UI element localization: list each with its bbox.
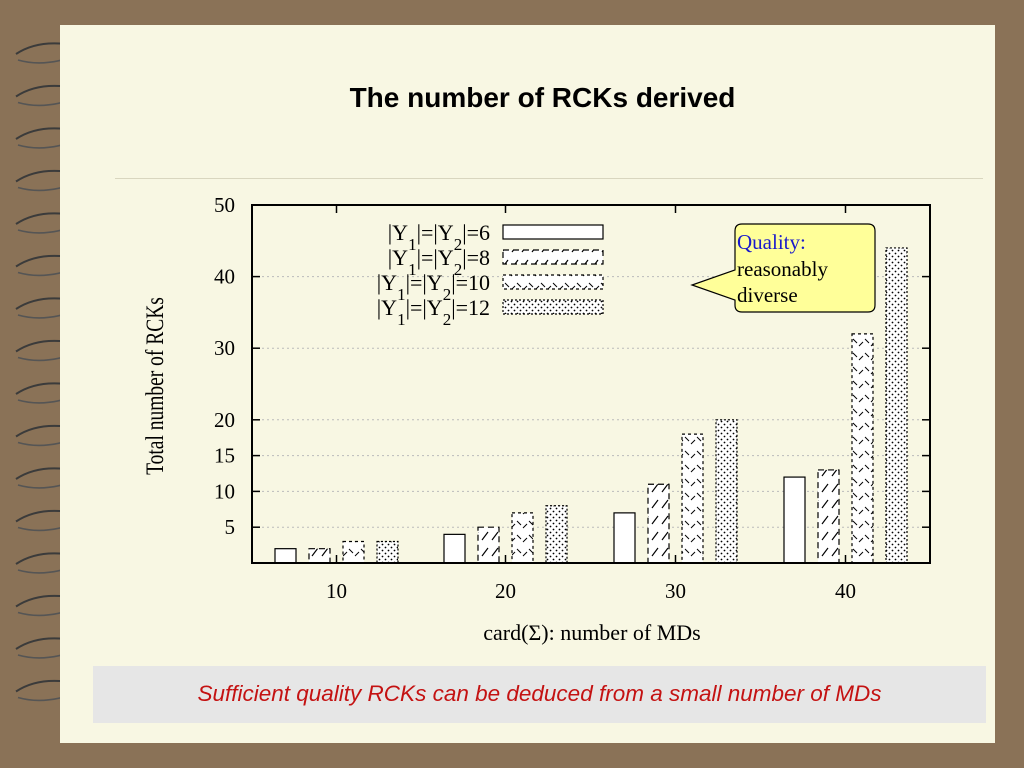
y-tick-label: 15 <box>214 444 235 468</box>
axis-ticks: 5 10 15 20 30 40 50 10 20 30 40 <box>214 193 930 603</box>
bar <box>274 548 297 564</box>
bar <box>715 419 738 564</box>
callout-bubble <box>690 223 876 313</box>
bar <box>817 469 840 564</box>
x-tick-label: 30 <box>665 579 686 603</box>
y-tick-label: 30 <box>214 336 235 360</box>
bar <box>681 433 704 564</box>
title-divider <box>115 178 983 179</box>
y-tick-label: 40 <box>214 265 235 289</box>
bar <box>783 476 806 564</box>
legend-label: |Y1|=|Y2|=6 <box>388 220 490 254</box>
slide-title: The number of RCKs derived <box>349 82 736 113</box>
legend-label: |Y1|=|Y2|=10 <box>377 270 490 304</box>
callout-line-3: diverse <box>737 283 798 307</box>
bar <box>308 548 331 564</box>
x-tick-label: 20 <box>495 579 516 603</box>
legend: |Y1|=|Y2|=6|Y1|=|Y2|=8|Y1|=|Y2|=10|Y1|=|… <box>377 220 604 329</box>
legend-swatch <box>502 249 604 265</box>
x-axis-label: card(Σ): number of MDs <box>483 620 700 645</box>
y-tick-label: 50 <box>214 193 235 217</box>
x-tick-label: 40 <box>835 579 856 603</box>
x-tick-label: 10 <box>326 579 347 603</box>
legend-swatch <box>502 299 604 315</box>
bar <box>443 533 466 564</box>
callout-title: Quality: <box>737 230 806 254</box>
bar <box>545 505 568 564</box>
plot-frame <box>251 204 931 564</box>
y-tick-label: 5 <box>225 515 236 539</box>
bar <box>885 247 908 564</box>
slide-paper <box>60 25 995 743</box>
y-tick-label: 20 <box>214 408 235 432</box>
bar <box>342 540 365 564</box>
y-tick-label: 10 <box>214 479 235 503</box>
callout-line-2: reasonably <box>737 257 828 281</box>
y-axis-label: Total number of RCKs <box>141 297 169 475</box>
bar <box>477 526 500 564</box>
legend-swatch <box>502 274 604 290</box>
bar <box>511 512 534 564</box>
bar <box>851 333 874 564</box>
bar <box>647 483 670 564</box>
bar <box>376 540 399 564</box>
legend-label: |Y1|=|Y2|=12 <box>377 295 490 329</box>
callout: Quality: reasonably diverse <box>690 223 876 313</box>
bar <box>613 512 636 564</box>
legend-label: |Y1|=|Y2|=8 <box>388 245 490 279</box>
caption-banner: Sufficient quality RCKs can be deduced f… <box>93 666 986 723</box>
legend-swatch <box>502 224 604 240</box>
